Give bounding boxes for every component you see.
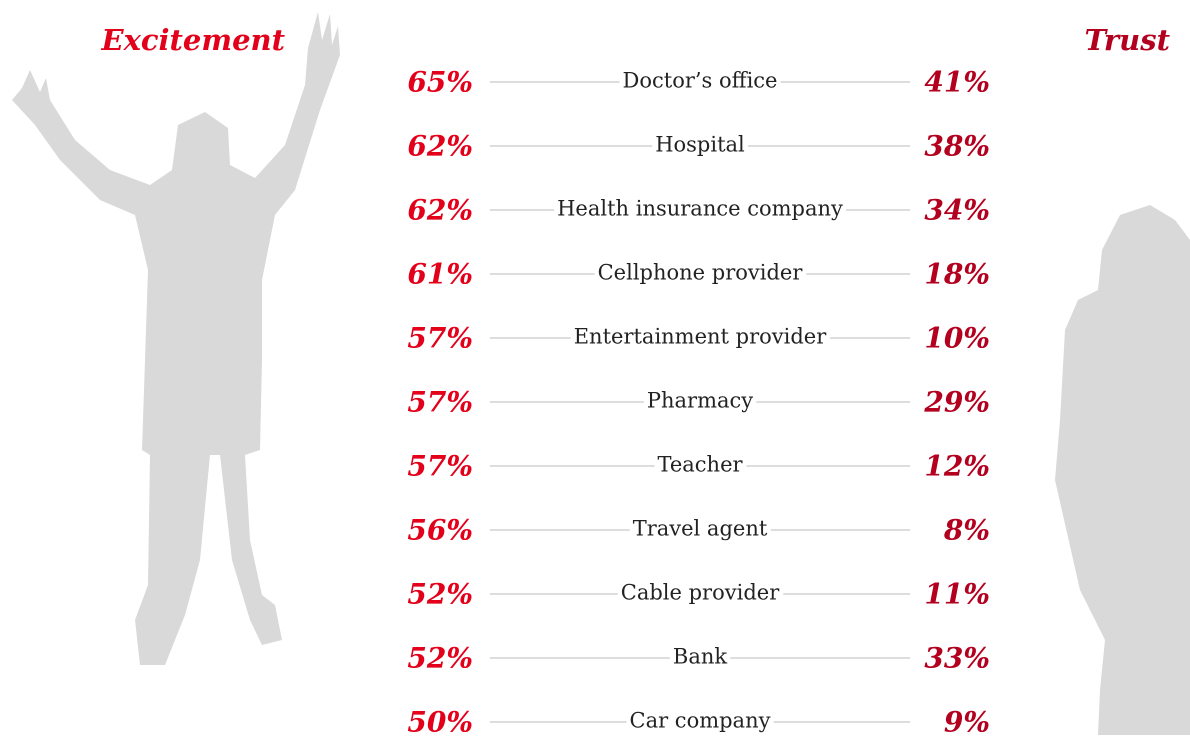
infographic: Excitement Trust Doctor’s office 65% 41% Ho… (0, 0, 1190, 740)
trust-value: 18% (924, 258, 990, 291)
excitement-value: 62% (407, 194, 473, 227)
trust-value: 10% (924, 322, 990, 355)
excitement-value: 57% (407, 450, 473, 483)
trust-value: 11% (924, 578, 990, 611)
excitement-value: 57% (407, 322, 473, 355)
excitement-value: 62% (407, 130, 473, 163)
row-label: Doctor’s office (623, 69, 778, 93)
trust-value: 9% (944, 706, 990, 739)
excitement-value: 56% (407, 514, 473, 547)
row-label: Hospital (655, 133, 745, 157)
left-heading: Excitement (100, 23, 285, 57)
row-label: Health insurance company (557, 197, 843, 221)
excitement-value: 52% (407, 642, 473, 675)
right-heading: Trust (1084, 23, 1170, 57)
trust-value: 12% (924, 450, 990, 483)
excitement-value: 52% (407, 578, 473, 611)
excitement-value: 50% (407, 706, 473, 739)
trust-value: 33% (924, 642, 990, 675)
row-label: Teacher (657, 453, 743, 477)
woman-silhouette (1055, 205, 1190, 735)
row-label: Bank (673, 645, 727, 669)
row-label: Entertainment provider (574, 325, 828, 349)
man-silhouette (12, 12, 340, 665)
row-label: Pharmacy (647, 389, 753, 413)
trust-value: 41% (924, 66, 990, 99)
trust-value: 8% (943, 514, 990, 547)
excitement-value: 61% (407, 258, 473, 291)
row-label: Cellphone provider (598, 261, 804, 285)
excitement-value: 65% (407, 66, 473, 99)
row-label: Travel agent (633, 517, 768, 541)
trust-value: 38% (924, 130, 990, 163)
trust-value: 29% (923, 386, 990, 419)
trust-value: 34% (924, 194, 990, 227)
row-label: Car company (630, 709, 771, 733)
excitement-value: 57% (407, 386, 473, 419)
row-label: Cable provider (621, 581, 780, 605)
